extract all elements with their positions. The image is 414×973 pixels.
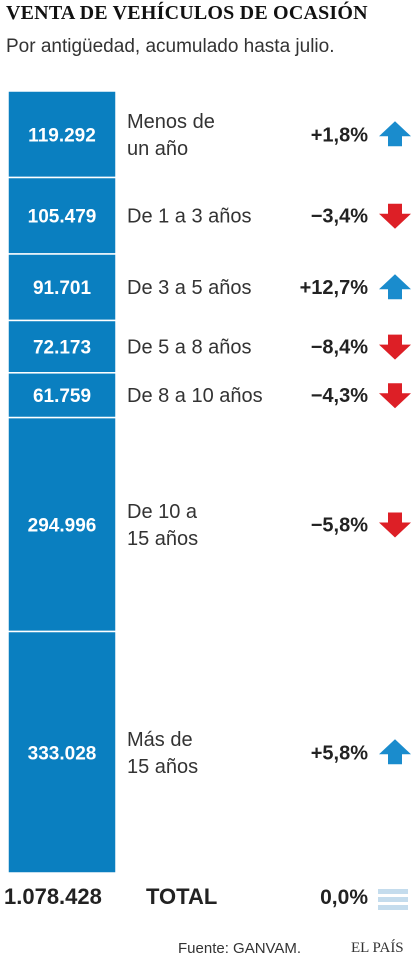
category-label: Menos de [127, 111, 215, 133]
category-label: De 3 a 5 años [127, 277, 252, 299]
bar-value-label: 333.028 [28, 743, 97, 764]
change-label: −5,8% [311, 515, 368, 537]
category-label: De 5 a 8 años [127, 337, 252, 359]
bar-value-label: 294.996 [28, 516, 97, 537]
change-label: −8,4% [311, 337, 368, 359]
chart-subtitle: Por antigüedad, acumulado hasta julio. [6, 36, 335, 57]
total-change: 0,0% [320, 886, 368, 909]
arrow-down-icon [379, 334, 411, 360]
stacked-bar-chart: 119.292 Menos de un año +1,8% 105.479 De 1 a … [7, 90, 411, 874]
arrow-up-icon [379, 121, 411, 147]
arrow-down-icon [379, 512, 411, 538]
equal-icon [378, 888, 408, 910]
brand-label: EL PAÍS [351, 940, 404, 956]
arrow-down-icon [379, 203, 411, 229]
change-label: +1,8% [311, 124, 368, 146]
bar-segment [7, 253, 117, 322]
bar-value-label: 91.701 [33, 278, 92, 299]
category-label: un año [127, 138, 188, 160]
category-label: De 10 a [127, 501, 198, 523]
bar-value-label: 105.479 [28, 207, 97, 228]
change-label: +12,7% [300, 277, 369, 299]
category-label: De 8 a 10 años [127, 385, 263, 407]
bar-segment [7, 90, 117, 179]
bar-segment [7, 319, 117, 374]
category-label: 15 años [127, 756, 198, 778]
total-row: 1.078.428 TOTAL 0,0% [0, 878, 414, 918]
bar-segment [7, 176, 117, 255]
arrow-down-icon [379, 383, 411, 409]
category-label: 15 años [127, 528, 198, 550]
arrow-up-icon [379, 739, 411, 765]
change-label: −3,4% [311, 206, 368, 228]
category-label: Más de [127, 729, 193, 751]
bar-segment [7, 630, 117, 874]
bar-value-label: 72.173 [33, 338, 91, 359]
total-label: TOTAL [146, 884, 218, 909]
total-value: 1.078.428 [4, 884, 102, 909]
bar-value-label: 61.759 [33, 386, 91, 407]
source-note: Fuente: GANVAM. [178, 940, 302, 957]
change-label: −4,3% [311, 385, 368, 407]
category-label: De 1 a 3 años [127, 206, 252, 228]
bar-value-label: 119.292 [28, 125, 96, 146]
bar-segment [7, 416, 117, 633]
change-label: +5,8% [311, 742, 368, 764]
arrow-up-icon [379, 274, 411, 300]
chart-title: VENTA DE VEHÍCULOS DE OCASIÓN [6, 2, 368, 24]
